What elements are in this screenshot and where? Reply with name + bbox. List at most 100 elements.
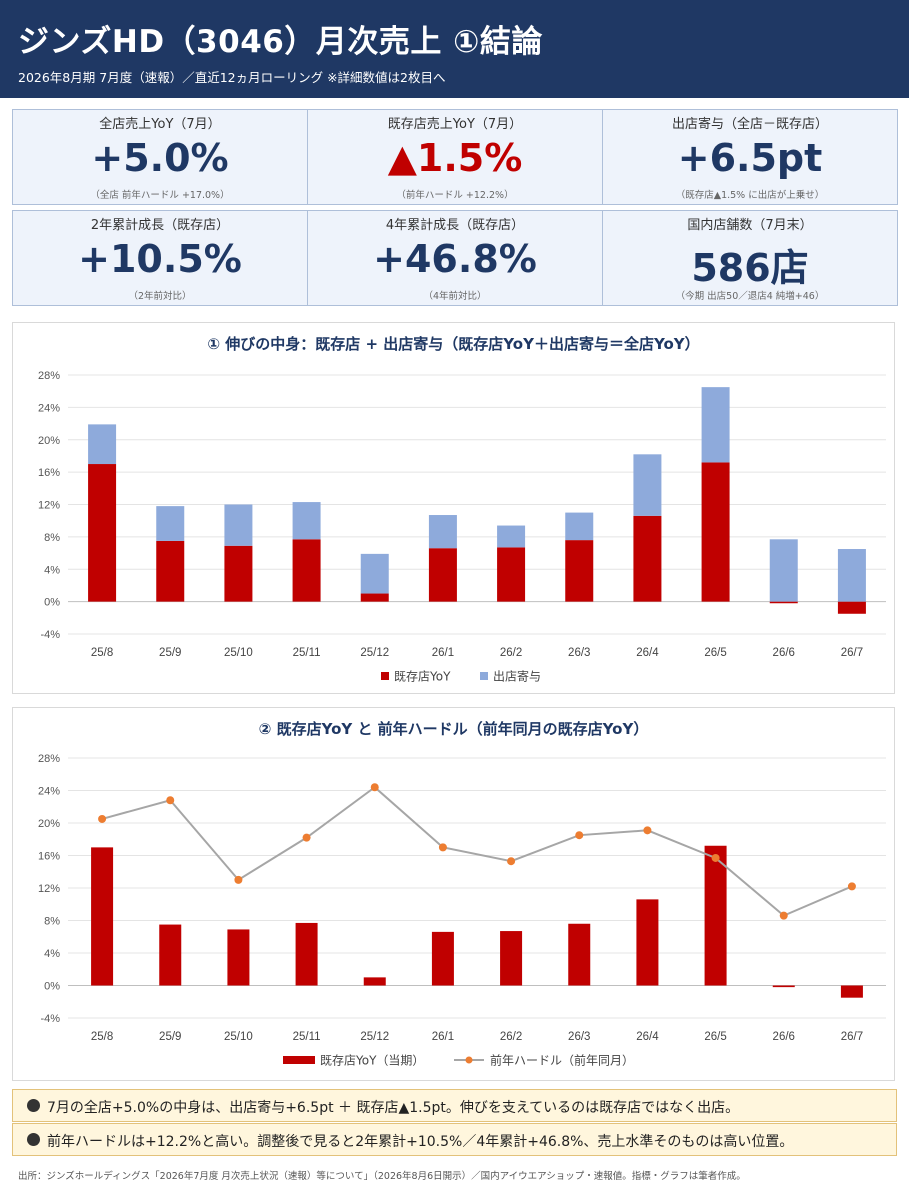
x-tick-label: 25/9	[159, 647, 181, 659]
bar-existing	[704, 845, 727, 986]
x-tick-label: 25/12	[360, 647, 389, 659]
bar-contribution	[633, 454, 662, 516]
kpi-label: 既存店売上YoY（7月）	[387, 117, 523, 132]
hurdle-point	[302, 833, 311, 842]
bar-contribution	[428, 515, 457, 549]
x-tick-label: 25/12	[360, 1031, 389, 1043]
kpi-value: 586店	[691, 246, 809, 290]
kpi-label: 全店売上YoY（7月）	[99, 117, 221, 132]
bar-contribution	[565, 512, 594, 541]
kpi-label: 4年累計成長（既存店）	[385, 218, 525, 233]
bar-existing	[565, 540, 594, 602]
x-tick-label: 25/10	[224, 1031, 253, 1043]
kpi-card-2yr-growth: 2年累計成長（既存店） +10.5% （2年前対比）	[12, 210, 308, 306]
y-tick-label: 24%	[38, 402, 60, 414]
bar-existing	[701, 462, 730, 602]
kpi-card-total-sales: 全店売上YoY（7月） +5.0% （全店 前年ハードル +17.0%）	[12, 109, 308, 205]
kpi-row-top: 全店売上YoY（7月） +5.0% （全店 前年ハードル +17.0%） 既存店…	[12, 109, 898, 205]
y-tick-label: 28%	[38, 370, 60, 382]
x-tick-label: 26/4	[636, 1031, 659, 1043]
chart-stacked-breakdown-svg: -4% 0% 4% 8% 12% 16% 20% 24% 28% 25/8 25/9 25/10 25/…	[38, 370, 886, 684]
x-tick-label: 25/10	[224, 647, 253, 659]
hurdle-point	[370, 783, 379, 792]
summary-bullet: 前年ハードルは+12.2%と高い。調整後で見ると2年累計+10.5%／4年累計+…	[12, 1123, 897, 1156]
bar-existing	[159, 924, 182, 986]
hurdle-point	[507, 857, 516, 866]
summary-bullet-text: 7月の全店+5.0%の中身は、出店寄与+6.5pt ＋ 既存店▲1.5pt。伸び…	[47, 1100, 740, 1116]
bar-contribution	[497, 525, 526, 548]
x-tick-label: 26/7	[841, 647, 863, 659]
x-tick-label: 26/1	[432, 1031, 454, 1043]
bar-existing	[91, 847, 114, 986]
x-tick-label: 26/1	[432, 647, 454, 659]
x-tick-label: 26/5	[704, 1031, 726, 1043]
kpi-row-bottom: 2年累計成長（既存店） +10.5% （2年前対比） 4年累計成長（既存店） +…	[12, 210, 898, 306]
x-tick-label: 26/7	[841, 1031, 863, 1043]
kpi-note: （今期 出店50／退店4 純増+46）	[675, 291, 825, 302]
legend-swatch	[381, 672, 389, 680]
bar-contribution	[837, 549, 866, 602]
bar-existing	[428, 548, 457, 602]
kpi-card-new-store-contribution: 出店寄与（全店－既存店） +6.5pt （既存店▲1.5% に出店が上乗せ）	[602, 109, 898, 205]
page-title: ジンズHD（3046）月次売上 ①結論	[18, 24, 543, 60]
chart-existing-vs-hurdle-svg: -4% 0% 4% 8% 12% 16% 20% 24% 28% 25/8 25/9 25/10 25/…	[38, 753, 886, 1068]
x-tick-label: 26/4	[636, 647, 659, 659]
bullet-dot-icon	[27, 1133, 40, 1146]
legend-label: 既存店YoY	[394, 670, 451, 684]
y-tick-label: 0%	[44, 597, 60, 609]
kpi-value: +46.8%	[373, 237, 537, 281]
y-tick-label: 4%	[44, 564, 60, 576]
kpi-label: 2年累計成長（既存店）	[90, 218, 230, 233]
bar-existing	[88, 464, 117, 602]
hurdle-point	[98, 814, 107, 823]
bar-existing	[295, 922, 318, 986]
legend-label: 出店寄与	[493, 669, 541, 684]
kpi-card-store-count: 国内店舗数（7月末） 586店 （今期 出店50／退店4 純増+46）	[602, 210, 898, 306]
bar-contribution	[292, 502, 321, 540]
y-tick-label: -4%	[40, 1013, 60, 1025]
kpi-note: （4年前対比）	[423, 291, 487, 302]
hurdle-point	[166, 796, 175, 805]
kpi-value: +6.5pt	[677, 136, 823, 180]
bar-contribution	[224, 504, 253, 546]
bar-existing	[363, 977, 386, 986]
x-tick-label: 26/5	[704, 647, 726, 659]
y-tick-label: 4%	[44, 948, 60, 960]
kpi-note: （2年前対比）	[128, 291, 192, 302]
kpi-note: （前年ハードル +12.2%）	[396, 190, 514, 201]
y-tick-label: 12%	[38, 500, 60, 512]
kpi-value: +5.0%	[91, 136, 229, 180]
legend-swatch-marker	[465, 1056, 473, 1064]
x-tick-label: 26/6	[773, 647, 795, 659]
bar-existing	[633, 515, 662, 602]
hurdle-point	[847, 882, 856, 891]
bar-existing	[769, 601, 798, 604]
x-tick-label: 25/9	[159, 1031, 181, 1043]
x-tick-label: 26/3	[568, 647, 590, 659]
y-tick-label: 8%	[44, 916, 60, 928]
bar-existing	[227, 929, 250, 986]
chart-title: ① 伸びの中身：既存店 + 出店寄与（既存店YoY＋出店寄与＝全店YoY）	[207, 335, 700, 353]
y-tick-label: 20%	[38, 435, 60, 447]
y-tick-label: 16%	[38, 851, 60, 863]
x-tick-label: 25/11	[293, 1031, 321, 1043]
y-tick-label: 24%	[38, 786, 60, 798]
bar-contribution	[88, 424, 117, 465]
hurdle-point	[711, 853, 720, 862]
x-tick-label: 25/8	[91, 647, 113, 659]
hurdle-line	[101, 785, 853, 917]
hurdle-point	[779, 911, 788, 920]
chart-title: ② 既存店YoY と 前年ハードル（前年同月の既存店YoY）	[258, 720, 649, 738]
bar-existing	[497, 547, 526, 602]
kpi-value: +10.5%	[78, 237, 242, 281]
x-tick-label: 25/11	[293, 647, 321, 659]
x-tick-label: 26/3	[568, 1031, 590, 1043]
hurdle-point	[438, 843, 447, 852]
y-tick-label: 12%	[38, 883, 60, 895]
y-tick-label: -4%	[40, 629, 60, 641]
y-tick-label: 16%	[38, 467, 60, 479]
legend-label: 既存店YoY（当期）	[320, 1054, 424, 1068]
bar-existing	[837, 601, 866, 614]
x-tick-label: 25/8	[91, 1031, 113, 1043]
chart-stacked-breakdown: -4% 0% 4% 8% 12% 16% 20% 24% 28% 25/8 25/9 25/10 25/…	[12, 322, 895, 694]
